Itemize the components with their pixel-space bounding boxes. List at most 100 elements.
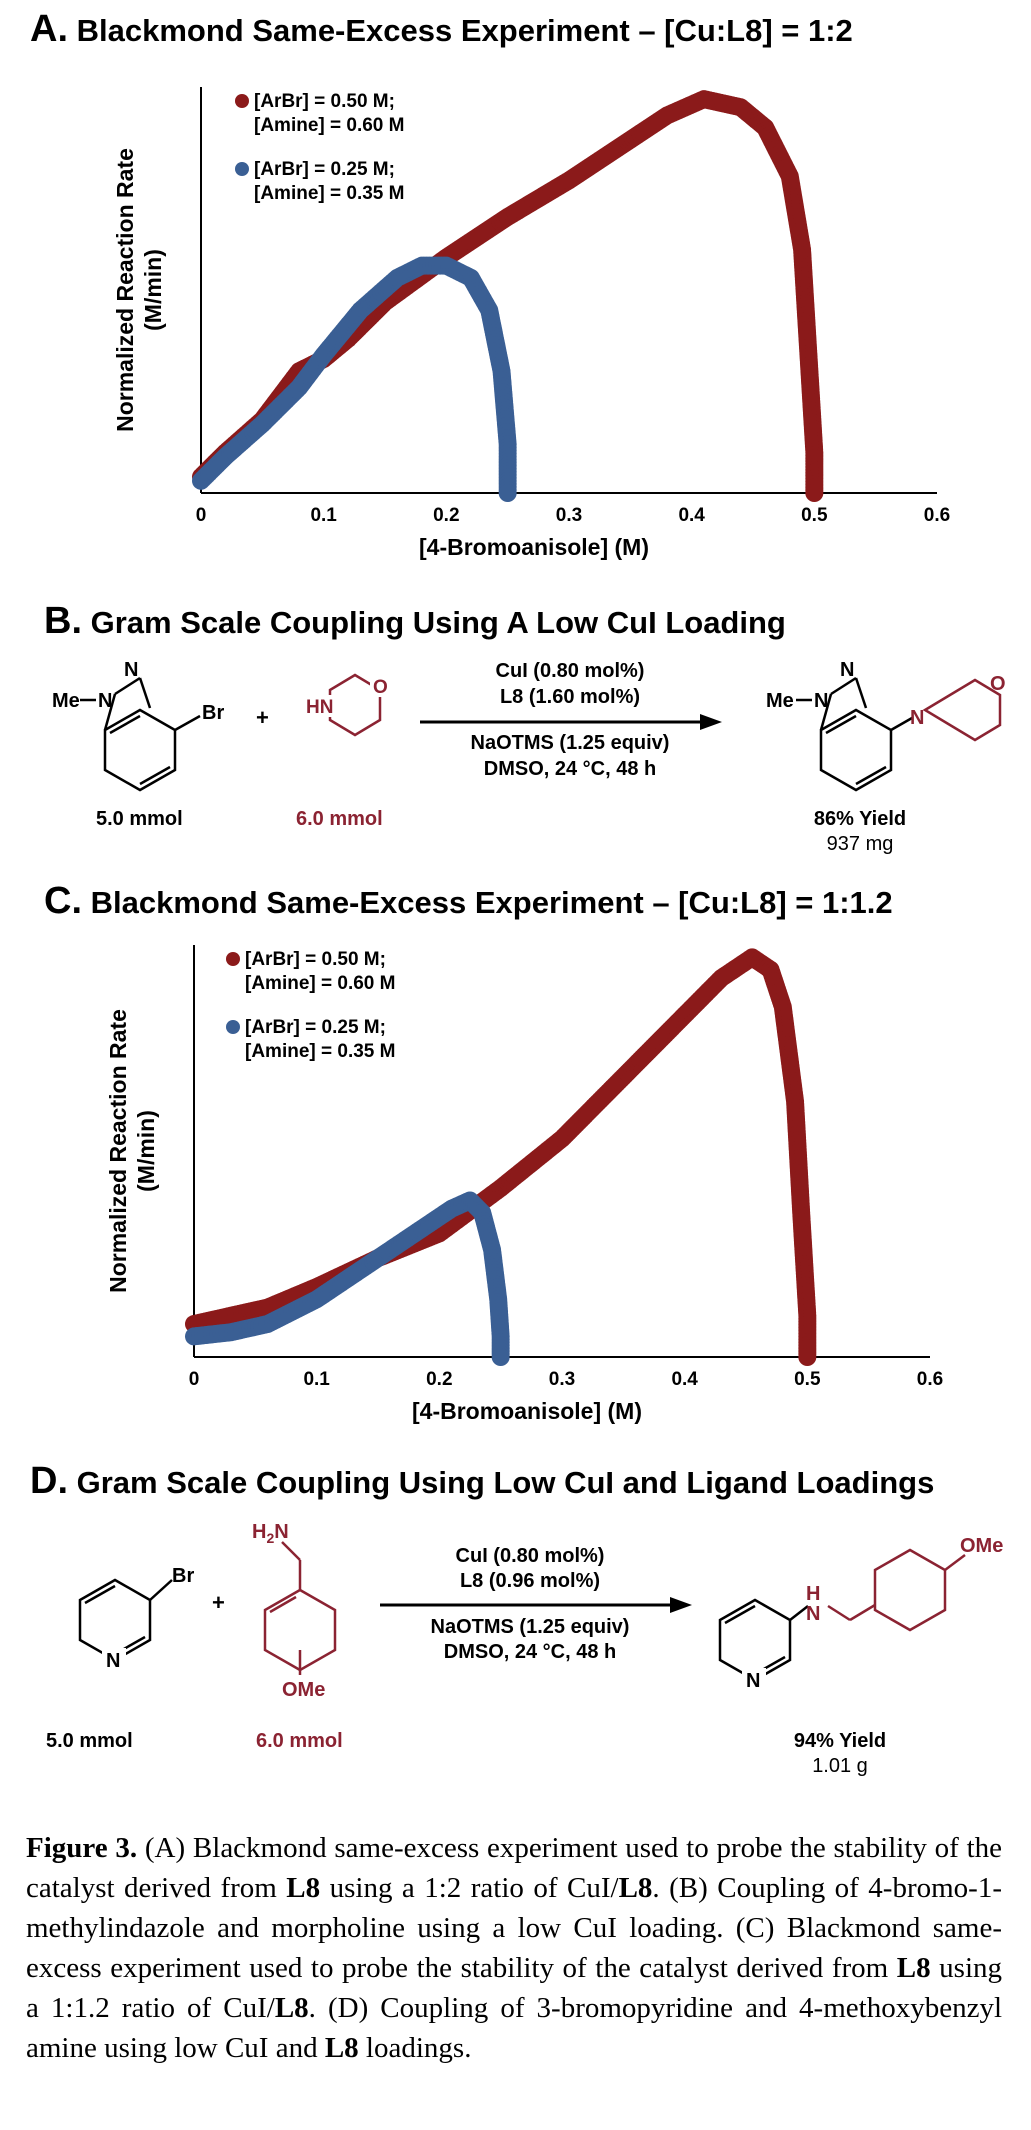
svg-text:N: N — [746, 1670, 760, 1692]
x-tick-label: 0.4 — [678, 505, 705, 526]
reactant1-amount-d: 5.0 mmol — [46, 1730, 133, 1752]
legend-label-line2: [Amine] = 0.60 M — [254, 115, 404, 136]
legend-label-line1: [ArBr] = 0.50 M; — [254, 91, 395, 112]
panel-a-title-text: Blackmond Same-Excess Experiment – [Cu:L… — [76, 13, 853, 48]
yield-b: 86% Yield — [813, 808, 907, 830]
reagent-line-3-b: NaOTMS (1.25 equiv) — [470, 732, 670, 754]
legend-label-line1: [ArBr] = 0.50 M; — [245, 949, 386, 970]
legend-label-line1: [ArBr] = 0.25 M; — [245, 1017, 386, 1038]
svg-text:O: O — [990, 673, 1006, 695]
bromo-methylindazole-structure — [80, 676, 201, 792]
scheme-b-structures: Me N N Br + HN O Me N N N — [52, 659, 1006, 792]
panel-d-title-text: Gram Scale Coupling Using Low CuI and Li… — [76, 1465, 935, 1500]
x-tick-label: 0.6 — [924, 505, 950, 526]
caption-label: Figure 3. — [26, 1832, 138, 1864]
scheme-d-structures: N Br + H2N OMe N H N — [78, 1521, 1003, 1701]
x-tick-label: 0.3 — [549, 1369, 575, 1390]
indazole-morpholine-product-structure — [796, 676, 913, 792]
plus-sign-b: + — [256, 705, 269, 730]
caption-l8-1: L8 — [286, 1872, 321, 1904]
morpholine-structure — [328, 673, 382, 737]
reagent-line-4-d: DMSO, 24 °C, 48 h — [443, 1641, 617, 1663]
scheme-d: N Br + H2N OMe N H N — [0, 1510, 1031, 1800]
panel-c-title-text: Blackmond Same-Excess Experiment – [Cu:L… — [90, 885, 893, 920]
panel-a-letter: A. — [30, 8, 68, 50]
x-tick-label: 0.6 — [917, 1369, 943, 1390]
panel-b-title-text: Gram Scale Coupling Using A Low CuI Load… — [90, 605, 786, 640]
legend-marker — [226, 952, 240, 966]
svg-text:N: N — [814, 690, 828, 712]
y-axis-label-line1: Normalized Reaction Rate — [105, 1009, 131, 1293]
svg-text:HN: HN — [306, 697, 333, 718]
series-arbr-0.25 — [192, 256, 517, 502]
chart-a: 0 0.1 0.2 0.3 0.4 0.5 0.6 [4-Bromoanisole] (M) N… — [112, 87, 950, 560]
reagent-line-2-d: L8 (0.96 mol%) — [459, 1570, 601, 1592]
legend-label-line2: [Amine] = 0.35 M — [254, 183, 404, 204]
legend-marker — [226, 1020, 240, 1034]
reagent-line-2-b: L8 (1.60 mol%) — [499, 686, 641, 708]
svg-text:Br: Br — [172, 1565, 194, 1587]
scheme-b: Me N N Br + HN O Me N N N — [0, 650, 1031, 860]
plus-sign-d: + — [212, 1590, 225, 1615]
x-tick-label: 0 — [196, 505, 207, 526]
reactant2-amount-b: 6.0 mmol — [296, 808, 383, 830]
x-tick-label: 0.4 — [671, 1369, 698, 1390]
svg-text:N: N — [98, 690, 112, 712]
data-point — [805, 484, 824, 502]
legend-marker — [235, 162, 249, 176]
figure-caption: Figure 3. (A) Blackmond same-excess expe… — [26, 1828, 1002, 2068]
panel-b-letter: B. — [44, 600, 82, 642]
svg-text:OMe: OMe — [282, 1679, 325, 1701]
legend-label-line2: [Amine] = 0.35 M — [245, 1041, 395, 1062]
reactant2-amount-d: 6.0 mmol — [256, 1730, 343, 1752]
caption-l8-4: L8 — [274, 1992, 309, 2024]
legend-marker — [235, 94, 249, 108]
reagent-line-1-b: CuI (0.80 mol%) — [495, 660, 645, 682]
svg-text:H2N: H2N — [252, 1521, 289, 1546]
x-tick-label: 0.5 — [801, 505, 828, 526]
panel-b-title: B. Gram Scale Coupling Using A Low CuI L… — [44, 600, 786, 643]
series-arbr-0.25 — [185, 1191, 510, 1366]
svg-text:O: O — [373, 677, 388, 698]
yield-d: 94% Yield — [793, 1730, 887, 1752]
caption-part-3: . (B) Coupling of 4-bromo-1-methylindazo… — [26, 1872, 1002, 1984]
caption-part-6: loadings. — [358, 2032, 472, 2064]
svg-text:N: N — [106, 1650, 120, 1672]
svg-text:N: N — [840, 659, 854, 681]
indazole-me-label: Me — [52, 690, 80, 712]
data-point — [798, 1348, 817, 1366]
svg-text:N: N — [806, 1603, 820, 1625]
data-point — [491, 1348, 510, 1366]
indazole-br-label: Br — [202, 702, 224, 724]
caption-part-2: using a 1:2 ratio of CuI/ — [320, 1872, 619, 1904]
y-axis-label-line2: (M/min) — [140, 249, 166, 331]
x-tick-label: 0.5 — [794, 1369, 821, 1390]
reactant1-amount-b: 5.0 mmol — [96, 808, 183, 830]
svg-text:OMe: OMe — [960, 1535, 1003, 1557]
panel-c-title: C. Blackmond Same-Excess Experiment – [C… — [44, 880, 893, 923]
x-axis-label: [4-Bromoanisole] (M) — [419, 534, 649, 560]
chart-c: 0 0.1 0.2 0.3 0.4 0.5 0.6 [4-Bromoanisole] (M) N… — [105, 945, 943, 1424]
x-tick-label: 0.1 — [303, 1369, 330, 1390]
legend-label-line2: [Amine] = 0.60 M — [245, 973, 395, 994]
methoxybenzylamine-structure — [263, 1541, 337, 1675]
caption-l8-5: L8 — [324, 2032, 359, 2064]
y-axis-label-line2: (M/min) — [133, 1110, 159, 1192]
mass-b: 937 mg — [826, 833, 894, 855]
x-tick-label: 0.2 — [433, 505, 459, 526]
caption-part-4: using a 1:1.2 ratio of CuI/ — [26, 1952, 1002, 2024]
reagent-line-4-b: DMSO, 24 °C, 48 h — [483, 758, 657, 780]
x-tick-label: 0.1 — [310, 505, 337, 526]
caption-part-1: (A) Blackmond same-excess experiment use… — [26, 1832, 1003, 1904]
x-tick-label: 0.2 — [426, 1369, 452, 1390]
caption-l8-3: L8 — [896, 1952, 931, 1984]
panel-c-letter: C. — [44, 880, 82, 922]
panel-d-letter: D. — [30, 1460, 68, 1502]
svg-text:H: H — [806, 1583, 820, 1605]
panel-d-title: D. Gram Scale Coupling Using Low CuI and… — [30, 1460, 934, 1503]
x-tick-label: 0.3 — [556, 505, 582, 526]
caption-l8-2: L8 — [618, 1872, 653, 1904]
panel-a-title: A. Blackmond Same-Excess Experiment – [C… — [30, 8, 853, 51]
mass-d: 1.01 g — [812, 1755, 868, 1777]
x-tick-label: 0 — [189, 1369, 200, 1390]
